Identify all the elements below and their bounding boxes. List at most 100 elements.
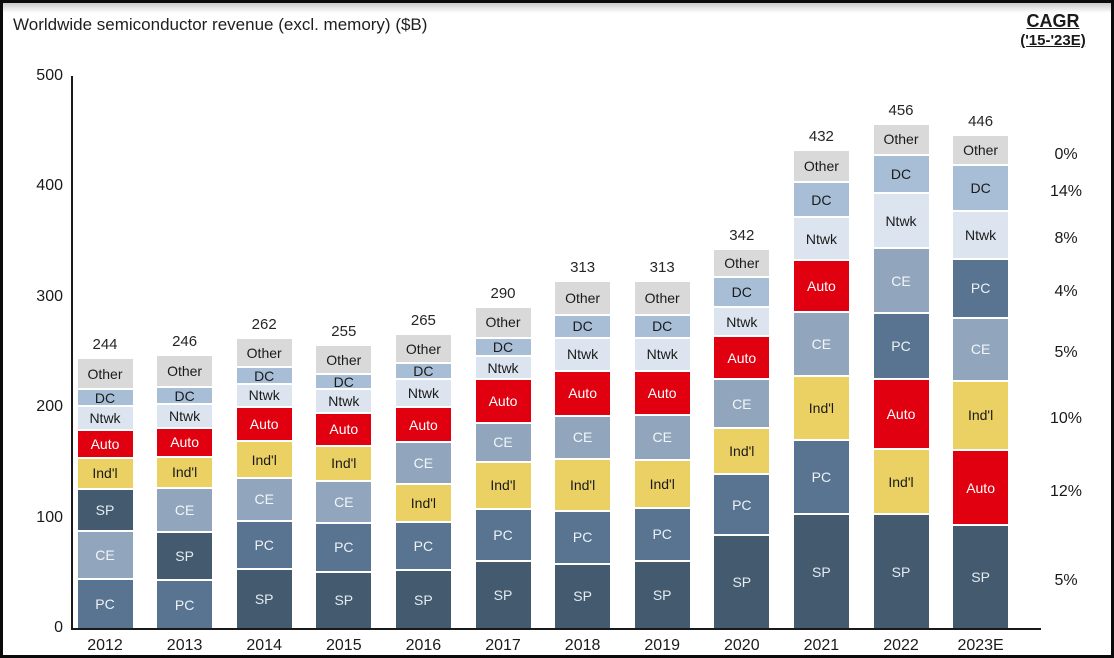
bar-segment-sp: SP — [555, 562, 611, 628]
bar-segment-dc: DC — [395, 361, 451, 379]
cagr-header-line1: CAGR — [1026, 11, 1080, 31]
bar-segment-indl: Ind'l — [555, 457, 611, 510]
x-axis-category-label: 2015 — [326, 637, 362, 654]
cagr-value-other: 0% — [1054, 145, 1078, 163]
bar-segment-sp: SP — [953, 524, 1009, 628]
bar-segment-other: Other — [236, 338, 292, 367]
y-axis-tick-label: 400 — [36, 177, 63, 195]
bar-total-label: 313 — [570, 259, 596, 277]
cagr-value-sp: 5% — [1054, 572, 1078, 590]
bar-segment-dc: DC — [316, 372, 372, 390]
bar-segment-ntwk: Ntwk — [793, 216, 849, 260]
bar-segment-indl: Ind'l — [793, 375, 849, 440]
x-axis-category-label: 2014 — [246, 637, 282, 654]
bar-segment-ntwk: Ntwk — [395, 378, 451, 407]
bar-total-label: 456 — [888, 101, 914, 119]
bar-total-label: 244 — [92, 335, 118, 353]
bar-segment-other: Other — [634, 282, 690, 315]
bar-segment-auto: Auto — [953, 449, 1009, 525]
bar-segment-ntwk: Ntwk — [77, 404, 133, 430]
bar-segment-other: Other — [316, 346, 372, 373]
bar-segment-sp: SP — [873, 513, 929, 628]
bar-total-label: 290 — [490, 284, 516, 302]
bar-segment-other: Other — [555, 282, 611, 315]
bar-total-label: 262 — [251, 315, 277, 333]
bar-segment-sp: SP — [634, 559, 690, 628]
bar-segment-ce: CE — [236, 476, 292, 520]
bar-segment-other: Other — [793, 151, 849, 181]
bar-segment-sp: SP — [77, 487, 133, 530]
bar-total-label: 446 — [968, 112, 994, 130]
bar-total-label: 246 — [172, 333, 198, 351]
x-axis-category-label: 2021 — [803, 637, 840, 654]
bar-segment-pc: PC — [77, 578, 133, 628]
bar-segment-dc: DC — [793, 180, 849, 217]
bar-segment-ce: CE — [634, 413, 690, 460]
bar-segment-pc: PC — [475, 507, 531, 560]
bar-segment-other: Other — [475, 307, 531, 337]
bar-segment-pc: PC — [555, 509, 611, 563]
y-axis-line — [71, 76, 73, 630]
y-axis-tick-label: 500 — [36, 67, 63, 84]
bar-segment-indl: Ind'l — [714, 427, 770, 474]
bar-segment-dc: DC — [953, 164, 1009, 210]
x-axis-category-label: 2023E — [957, 637, 1004, 654]
bar-segment-auto: Auto — [555, 369, 611, 415]
bar-segment-auto: Auto — [77, 429, 133, 457]
bar-segment-ce: CE — [316, 480, 372, 522]
bar-segment-indl: Ind'l — [77, 456, 133, 488]
bar-segment-sp: SP — [236, 568, 292, 628]
bar-segment-dc: DC — [555, 314, 611, 337]
bar-total-label: 255 — [331, 323, 357, 341]
y-axis-tick-label: 300 — [36, 287, 63, 305]
bar-segment-indl: Ind'l — [873, 448, 929, 514]
bar-segment-other: Other — [714, 250, 770, 276]
bar-segment-dc: DC — [236, 366, 292, 384]
x-axis-category-label: 2020 — [724, 637, 760, 654]
bar-segment-ntwk: Ntwk — [316, 388, 372, 412]
bar-segment-dc: DC — [634, 314, 690, 337]
bar-segment-indl: Ind'l — [475, 461, 531, 508]
bar-segment-other: Other — [873, 124, 929, 155]
bar-total-label: 432 — [808, 128, 834, 146]
bar-segment-sp: SP — [475, 559, 531, 628]
bar-total-label: 313 — [649, 259, 675, 277]
bar-segment-sp: SP — [316, 570, 372, 628]
bar-segment-indl: Ind'l — [157, 455, 213, 487]
bar-segment-pc: PC — [953, 258, 1009, 317]
bar-segment-ntwk: Ntwk — [555, 336, 611, 370]
bar-segment-auto: Auto — [634, 369, 690, 414]
top-edge-sheen — [3, 3, 1111, 13]
cagr-value-ntwk: 8% — [1054, 229, 1078, 247]
bar-segment-auto: Auto — [236, 406, 292, 441]
cagr-value-indl: 10% — [1049, 410, 1083, 428]
y-axis-tick-label: 0 — [54, 619, 63, 636]
bar-segment-auto: Auto — [793, 259, 849, 312]
bar-segment-other: Other — [77, 358, 133, 389]
bar-segment-other: Other — [157, 356, 213, 387]
bar-segment-pc: PC — [316, 522, 372, 571]
cagr-header-line2: ('15-'23E) — [1020, 32, 1086, 49]
cagr-value-auto: 12% — [1049, 482, 1083, 500]
x-axis-category-label: 2018 — [564, 637, 601, 654]
bar-segment-dc: DC — [714, 275, 770, 306]
bar-segment-pc: PC — [714, 473, 770, 535]
x-axis-category-label: 2016 — [405, 637, 442, 654]
x-axis-category-label: 2022 — [883, 637, 919, 654]
bar-segment-other: Other — [395, 335, 451, 362]
x-axis-category-label: 2013 — [166, 637, 203, 654]
bar-segment-indl: Ind'l — [316, 444, 372, 481]
bar-total-label: 342 — [729, 227, 755, 245]
bar-segment-dc: DC — [873, 154, 929, 192]
bar-segment-ce: CE — [555, 414, 611, 458]
bar-segment-ntwk: Ntwk — [873, 191, 929, 248]
bar-segment-ce: CE — [157, 486, 213, 531]
bar-segment-ntwk: Ntwk — [953, 209, 1009, 259]
bar-segment-pc: PC — [157, 579, 213, 628]
bar-segment-pc: PC — [873, 312, 929, 379]
bar-segment-dc: DC — [475, 336, 531, 356]
x-axis-line — [71, 628, 1041, 630]
cagr-value-ce: 5% — [1054, 344, 1078, 362]
bar-segment-other: Other — [953, 135, 1009, 165]
